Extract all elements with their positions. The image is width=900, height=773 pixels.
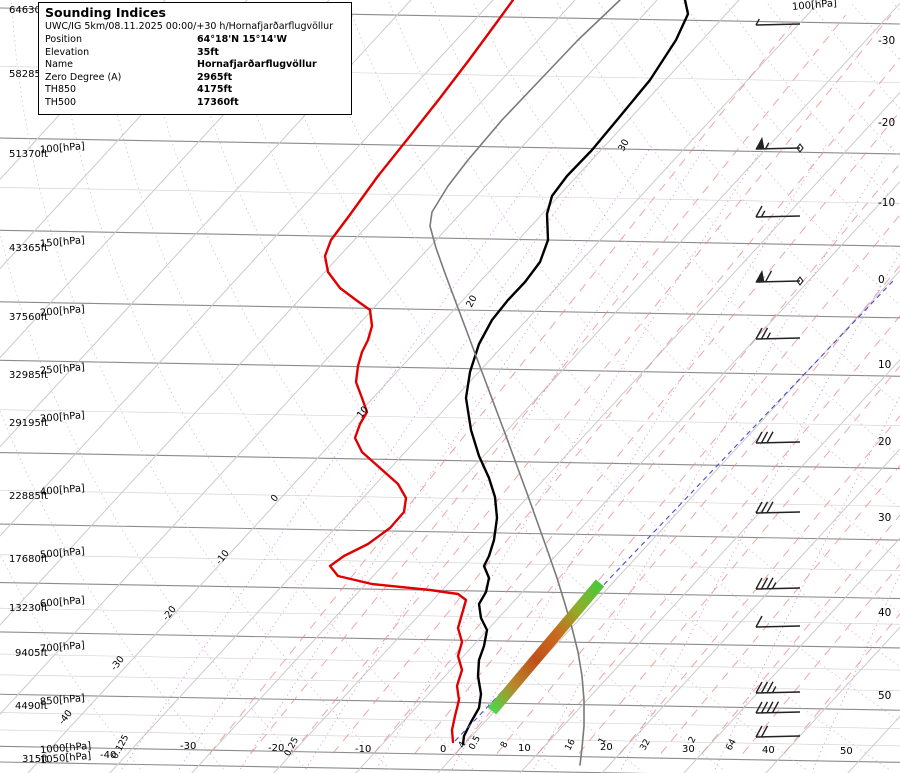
altitude-label: 13230ft bbox=[9, 603, 49, 614]
sounding-index-key: Elevation bbox=[45, 46, 90, 58]
sounding-index-value: 64°18'N 15°14'W bbox=[197, 34, 287, 45]
wind-barb bbox=[755, 205, 801, 218]
series-parcel bbox=[429, 0, 621, 766]
bottom-temp-tick: -10 bbox=[355, 744, 372, 755]
sounding-index-row: Position 64°18'N 15°14'W bbox=[45, 34, 347, 47]
wind-barb bbox=[755, 269, 804, 286]
altitude-label: 51370ft bbox=[9, 149, 49, 160]
bottom-temp-tick: -30 bbox=[180, 741, 197, 752]
wind-barb bbox=[755, 136, 804, 153]
wind-barb bbox=[755, 501, 801, 514]
sounding-index-value: Hornafjarðarflugvöllur bbox=[197, 59, 317, 71]
right-temp-tick: 30 bbox=[878, 512, 892, 524]
altitude-label: 4490ft bbox=[15, 701, 48, 712]
bottom-temp-tick: 50 bbox=[840, 746, 853, 757]
wind-barb bbox=[755, 701, 801, 714]
right-temp-tick: 40 bbox=[878, 607, 892, 619]
sounding-index-row: TH500 17360ft bbox=[45, 97, 347, 110]
sounding-index-key: TH850 bbox=[45, 84, 77, 96]
sounding-index-value: 17360ft bbox=[197, 96, 239, 108]
sounding-index-value: 4175ft bbox=[197, 84, 233, 96]
altitude-label: 17680ft bbox=[9, 554, 49, 565]
sounding-index-key: TH500 bbox=[45, 96, 77, 108]
sounding-index-row: TH850 4175ft bbox=[45, 84, 347, 97]
sounding-index-key: Zero Degree (A) bbox=[45, 71, 122, 83]
bottom-temp-tick: 0 bbox=[440, 744, 447, 755]
altitude-label: 32985ft bbox=[9, 370, 49, 381]
altitude-label: 43365ft bbox=[9, 243, 49, 254]
sounding-index-key: Name bbox=[45, 59, 74, 71]
right-temp-tick: 0 bbox=[878, 274, 885, 286]
sounding-index-key: Position bbox=[45, 34, 82, 45]
right-temp-tick: 20 bbox=[878, 436, 892, 448]
wind-barb bbox=[755, 615, 801, 628]
altitude-label: 37560ft bbox=[9, 312, 49, 323]
altitude-label: 29195ft bbox=[9, 418, 49, 429]
altitude-label: 22885ft bbox=[9, 491, 49, 502]
bottom-temp-tick: 20 bbox=[600, 742, 613, 753]
altitude-label: 9405ft bbox=[15, 648, 48, 659]
right-temp-tick: -20 bbox=[878, 117, 896, 129]
wind-barb bbox=[755, 577, 801, 590]
sounding-index-row: Zero Degree (A) 2965ft bbox=[45, 72, 347, 85]
sounding-indices-panel: Sounding Indices UWC/IG 5km/08.11.2025 0… bbox=[38, 2, 352, 115]
wet-bulb-zero-line bbox=[454, 280, 894, 742]
parcel-energy-bar bbox=[487, 579, 605, 715]
altitude-label: 58285ft bbox=[9, 69, 49, 80]
panel-title: Sounding Indices bbox=[45, 5, 166, 20]
bottom-temp-tick: -20 bbox=[268, 743, 285, 754]
altitude-label: 64630ft bbox=[9, 5, 49, 16]
wind-barb bbox=[755, 327, 801, 340]
panel-subtitle: UWC/IG 5km/08.11.2025 00:00/+30 h/Hornaf… bbox=[45, 21, 334, 32]
wind-barb bbox=[755, 431, 801, 444]
altitude-label: 315ft bbox=[22, 754, 49, 765]
right-temp-tick: 50 bbox=[878, 690, 892, 702]
wind-barb bbox=[755, 725, 801, 738]
sounding-index-row: Elevation 35ft bbox=[45, 47, 347, 60]
bottom-temp-tick: 10 bbox=[518, 743, 531, 754]
right-temp-tick: 10 bbox=[878, 359, 892, 371]
series-dewpoint bbox=[323, 0, 515, 744]
wind-barb bbox=[755, 18, 801, 26]
sounding-index-value: 2965ft bbox=[197, 71, 233, 83]
bottom-temp-tick: 30 bbox=[682, 744, 695, 755]
bottom-temp-tick: 40 bbox=[762, 745, 775, 756]
sounding-index-row: Name Hornafjarðarflugvöllur bbox=[45, 59, 347, 72]
sounding-indices-table: Position 64°18'N 15°14'W Elevation 35ft Name… bbox=[45, 34, 347, 110]
right-temp-tick: -30 bbox=[878, 35, 896, 47]
right-temp-tick: -10 bbox=[878, 197, 896, 209]
wind-barb bbox=[755, 681, 801, 694]
bottom-temp-tick: -40 bbox=[100, 750, 117, 761]
sounding-index-value: 35ft bbox=[197, 46, 219, 58]
series-temperature bbox=[461, 0, 690, 746]
